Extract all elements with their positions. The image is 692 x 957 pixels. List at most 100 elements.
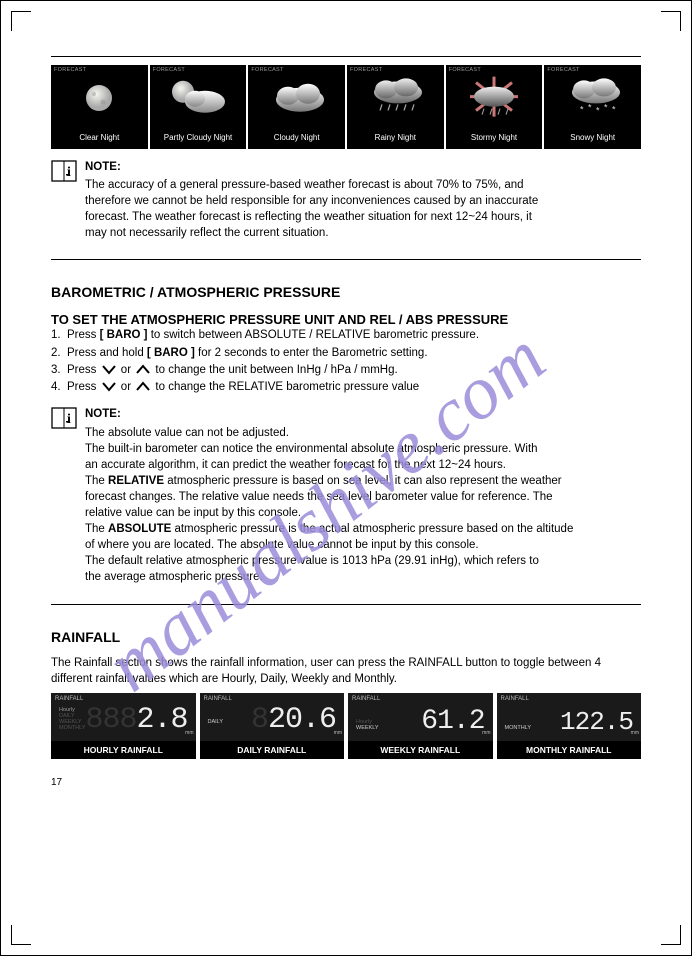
note-text: NOTE: The absolute value can not be adju… [85, 406, 573, 585]
up-arrow-icon [134, 363, 152, 377]
rainfall-value: 8882.8 [85, 703, 187, 737]
rainfall-header: RAINFALL [204, 696, 232, 702]
note-line: forecast. The weather forecast is reflec… [85, 209, 538, 225]
rainfall-cell-weekly: RAINFALL Hourly WEEKLY 61.2 mm [348, 693, 493, 741]
forecast-header: FORECAST [153, 67, 185, 73]
step-item: 3. Press or to change the unit between I… [51, 362, 641, 379]
rainfall-label-row: HOURLY RAINFALL DAILY RAINFALL WEEKLY RA… [51, 741, 641, 759]
crop-mark [661, 925, 681, 945]
step-num: 2. [51, 345, 67, 362]
note-line: The ABSOLUTE atmospheric pressure is the… [85, 521, 573, 537]
note-line: The absolute value can not be adjusted. [85, 425, 573, 441]
rainfall-caption: HOURLY RAINFALL [51, 741, 196, 759]
storm-icon [456, 73, 532, 125]
info-icon: i [51, 160, 77, 182]
rainfall-cell-monthly: RAINFALL MONTHLY 122.5 mm [497, 693, 642, 741]
forecast-cell-snowy: FORECAST *** ** [544, 65, 641, 127]
up-arrow-icon [134, 380, 152, 394]
step-text: to change the unit between InHg / hPa / … [155, 364, 397, 376]
forecast-cell-clear: FORECAST [51, 65, 148, 127]
note-line: The default relative atmospheric pressur… [85, 553, 573, 569]
forecast-cell-partly: FORECAST [150, 65, 247, 127]
step-bold: [ BARO ] [100, 329, 148, 341]
forecast-header: FORECAST [350, 67, 382, 73]
rainfall-value: 122.5 [560, 707, 633, 737]
rainfall-unit: mm [482, 730, 490, 736]
note-line: the average atmospheric pressure. [85, 569, 573, 585]
rainfall-header: RAINFALL [55, 696, 83, 702]
forecast-caption: Rainy Night [347, 127, 444, 149]
rainfall-period: MONTHLY [505, 725, 531, 731]
crop-mark [661, 11, 681, 31]
forecast-header: FORECAST [547, 67, 579, 73]
partly-cloudy-icon [163, 76, 233, 121]
rainfall-cell-hourly: RAINFALL HourlyDAILYWEEKLYMONTHLY 8882.8… [51, 693, 196, 741]
rainfall-period: WEEKLY [356, 725, 379, 731]
page-content: FORECAST FORECAST FORECAST [51, 56, 641, 900]
svg-text:*: * [596, 105, 600, 115]
note-line: therefore we cannot be held responsible … [85, 193, 538, 209]
rainfall-header: RAINFALL [501, 696, 529, 702]
step-item: 2. Press and hold [ BARO ] for 2 seconds… [51, 345, 641, 362]
rainfall-unit: mm [334, 730, 342, 736]
rainfall-unit: mm [185, 730, 193, 736]
step-item: 4. Press or to change the RELATIVE barom… [51, 379, 641, 396]
rainfall-caption: DAILY RAINFALL [200, 741, 345, 759]
rainfall-caption: WEEKLY RAINFALL [348, 741, 493, 759]
forecast-caption: Snowy Night [544, 127, 641, 149]
crop-mark [11, 925, 31, 945]
info-icon: i [51, 407, 77, 429]
crop-mark [11, 11, 31, 31]
note-text: NOTE: The accuracy of a general pressure… [85, 159, 538, 241]
step-text: to switch between ABSOLUTE / RELATIVE ba… [148, 329, 480, 341]
moon-icon [74, 78, 124, 118]
forecast-cell-cloudy: FORECAST [248, 65, 345, 127]
note-line: of where you are located. The absolute v… [85, 537, 573, 553]
forecast-caption: Clear Night [51, 127, 148, 149]
step-text: to change the RELATIVE barometric pressu… [155, 381, 419, 393]
step-num: 1. [51, 327, 67, 344]
forecast-cell-stormy: FORECAST [446, 65, 543, 127]
steps-list: 1. Press [ BARO ] to switch between ABSO… [51, 327, 641, 396]
step-text: or [121, 381, 134, 393]
down-arrow-icon [100, 380, 118, 394]
section-title: RAINFALL [51, 629, 641, 645]
note-title: NOTE: [85, 159, 538, 175]
rainfall-value: 820.6 [251, 703, 336, 737]
note-line: relative value can be input by this cons… [85, 505, 573, 521]
step-item: 1. Press [ BARO ] to switch between ABSO… [51, 327, 641, 344]
rainfall-body: The Rainfall section shows the rainfall … [51, 655, 641, 687]
down-arrow-icon [100, 363, 118, 377]
note-block: i NOTE: The absolute value can not be ad… [51, 406, 641, 585]
svg-text:*: * [612, 104, 616, 114]
forecast-caption: Stormy Night [446, 127, 543, 149]
step-text: Press and hold [67, 347, 147, 359]
step-text: for 2 seconds to enter the Barometric se… [195, 347, 428, 359]
forecast-header: FORECAST [54, 67, 86, 73]
rain-icon [360, 74, 430, 122]
rainfall-caption: MONTHLY RAINFALL [497, 741, 642, 759]
step-num: 3. [51, 362, 67, 379]
note-line: The built-in barometer can notice the en… [85, 441, 573, 457]
forecast-label-row: Clear Night Partly Cloudy Night Cloudy N… [51, 127, 641, 149]
forecast-cell-rainy: FORECAST [347, 65, 444, 127]
svg-text:*: * [588, 102, 592, 112]
svg-text:*: * [580, 104, 584, 114]
rainfall-row: RAINFALL HourlyDAILYWEEKLYMONTHLY 8882.8… [51, 693, 641, 741]
step-text: or [121, 364, 134, 376]
subsection-title: TO SET THE ATMOSPHERIC PRESSURE UNIT AND… [51, 312, 641, 327]
rainfall-value: 61.2 [421, 706, 484, 737]
rainfall-period: HourlyDAILYWEEKLYMONTHLY [59, 707, 85, 731]
rainfall-unit: mm [631, 730, 639, 736]
forecast-caption: Cloudy Night [248, 127, 345, 149]
divider [51, 56, 641, 57]
divider [51, 259, 641, 260]
step-text: Press [67, 381, 100, 393]
step-num: 4. [51, 379, 67, 396]
step-text: Press [67, 329, 100, 341]
rainfall-header: RAINFALL [352, 696, 380, 702]
note-line: The RELATIVE atmospheric pressure is bas… [85, 473, 573, 489]
forecast-caption: Partly Cloudy Night [150, 127, 247, 149]
note-title: NOTE: [85, 406, 573, 422]
cloud-icon [262, 76, 332, 121]
